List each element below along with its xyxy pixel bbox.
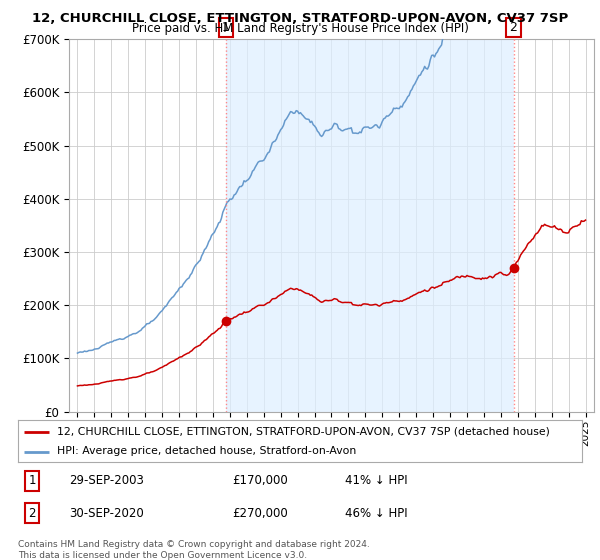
- Text: 30-SEP-2020: 30-SEP-2020: [69, 507, 143, 520]
- Text: HPI: Average price, detached house, Stratford-on-Avon: HPI: Average price, detached house, Stra…: [58, 446, 357, 456]
- Text: £170,000: £170,000: [232, 474, 288, 487]
- Text: 12, CHURCHILL CLOSE, ETTINGTON, STRATFORD-UPON-AVON, CV37 7SP: 12, CHURCHILL CLOSE, ETTINGTON, STRATFOR…: [32, 12, 568, 25]
- Text: £270,000: £270,000: [232, 507, 288, 520]
- Text: 1: 1: [28, 474, 36, 487]
- Text: 46% ↓ HPI: 46% ↓ HPI: [345, 507, 408, 520]
- Text: 41% ↓ HPI: 41% ↓ HPI: [345, 474, 408, 487]
- Bar: [226, 39, 514, 412]
- Text: Price paid vs. HM Land Registry's House Price Index (HPI): Price paid vs. HM Land Registry's House …: [131, 22, 469, 35]
- Text: 1: 1: [222, 21, 230, 34]
- Text: Contains HM Land Registry data © Crown copyright and database right 2024.
This d: Contains HM Land Registry data © Crown c…: [18, 540, 370, 560]
- Text: 2: 2: [509, 21, 517, 34]
- Text: 12, CHURCHILL CLOSE, ETTINGTON, STRATFORD-UPON-AVON, CV37 7SP (detached house): 12, CHURCHILL CLOSE, ETTINGTON, STRATFOR…: [58, 427, 550, 437]
- Text: 2: 2: [28, 507, 36, 520]
- Text: 29-SEP-2003: 29-SEP-2003: [69, 474, 143, 487]
